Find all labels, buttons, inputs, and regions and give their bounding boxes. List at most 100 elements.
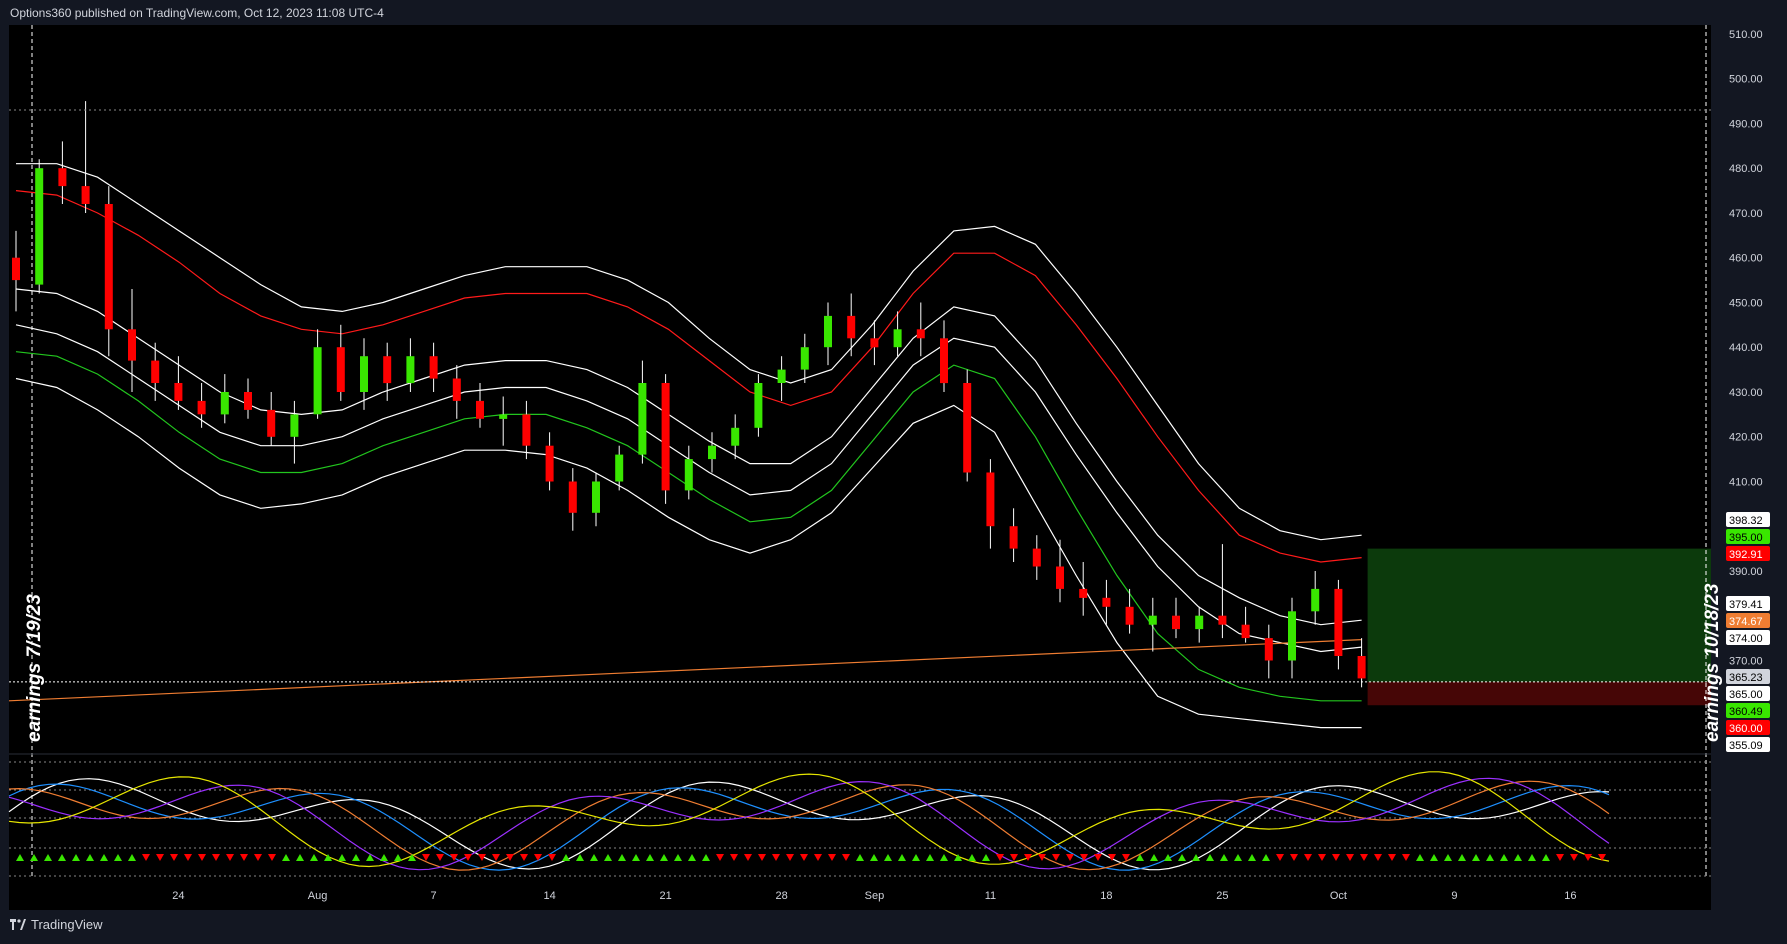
candle-up [1288, 611, 1296, 661]
date-tick-label: 9 [1451, 890, 1457, 902]
candle-down [1241, 624, 1250, 639]
signal-up-marker [1472, 854, 1480, 861]
target-zone-layer [1367, 548, 1711, 706]
signal-up-marker [1514, 854, 1522, 861]
signal-up-marker [590, 854, 598, 861]
signal-down-marker [1052, 854, 1060, 861]
reference-lines-layer [9, 25, 1711, 878]
price-tag [1726, 613, 1770, 628]
signal-up-marker [44, 854, 52, 861]
signal-up-marker [1178, 854, 1186, 861]
signal-up-marker [618, 854, 626, 861]
signal-up-marker [632, 854, 640, 861]
signal-up-marker [58, 854, 66, 861]
candle-up [1148, 615, 1157, 625]
signal-down-marker [1066, 854, 1074, 861]
signal-up-marker [1528, 854, 1536, 861]
signal-up-marker [912, 854, 920, 861]
band-outer_upper_white [16, 163, 1362, 541]
signal-up-marker [1486, 854, 1494, 861]
signal-up-marker [968, 854, 976, 861]
price-tag-label: 395.00 [1729, 532, 1763, 544]
signal-down-marker [1304, 854, 1312, 861]
candle-down [452, 378, 461, 401]
date-axis: 24 Aug 7 14 21 28 Sep 11 18 25 Oct 9 16 [172, 890, 1576, 902]
price-tags: 398.32 395.00 392.91 379.41 374.67 374.00 365.… [1726, 512, 1770, 752]
signal-down-marker [1374, 854, 1382, 861]
candle-up [313, 347, 322, 415]
price-tag-label: 360.49 [1729, 706, 1763, 718]
signal-down-marker [548, 854, 556, 861]
signal-down-marker [1318, 854, 1326, 861]
candle-down [1172, 615, 1180, 630]
signal-up-marker [1164, 854, 1172, 861]
moving-average-layer [8, 639, 1362, 702]
signal-up-marker [30, 854, 38, 861]
signal-down-marker [1332, 854, 1340, 861]
signal-up-marker [562, 854, 570, 861]
candle-up [684, 459, 693, 491]
signal-up-marker [660, 854, 668, 861]
price-tag-label: 398.32 [1729, 515, 1763, 527]
price-tick-label: 450.00 [1729, 298, 1763, 310]
price-tag [1726, 686, 1770, 701]
candle-down [151, 360, 160, 383]
oscillator-line [8, 780, 1610, 871]
date-tick-label: 14 [543, 890, 555, 902]
price-tag-label: 374.00 [1729, 633, 1763, 645]
signal-up-marker [352, 854, 360, 861]
date-tick-label: 11 [985, 890, 996, 902]
price-tag [1726, 596, 1770, 611]
signal-up-marker [1150, 854, 1158, 861]
price-tick-label: 370.00 [1729, 656, 1763, 668]
signal-down-marker [828, 854, 836, 861]
signal-up-marker [72, 854, 80, 861]
candle-up [824, 315, 832, 348]
date-tick-label: 16 [1564, 890, 1576, 902]
candle-up [638, 383, 647, 455]
candle-down [963, 383, 972, 473]
signal-down-marker [842, 854, 850, 861]
signal-up-marker [1458, 854, 1466, 861]
signal-up-marker [128, 854, 136, 861]
candle-down [383, 356, 392, 384]
candle-down [1102, 597, 1111, 607]
moving-average-line [8, 639, 1362, 702]
candle-up [35, 168, 44, 285]
price-tick-label: 510.00 [1729, 29, 1763, 41]
signal-up-marker [1444, 854, 1452, 861]
oscillator-pane [8, 753, 1711, 877]
date-tick-label: Aug [308, 890, 328, 902]
signal-up-marker [856, 854, 864, 861]
signal-up-marker [576, 854, 584, 861]
signal-down-marker [254, 854, 262, 861]
signal-up-marker [1234, 854, 1242, 861]
signal-down-marker [772, 854, 780, 861]
price-tick-label: 460.00 [1729, 253, 1763, 265]
signal-down-marker [1360, 854, 1368, 861]
candle-down [197, 400, 206, 415]
signal-down-marker [800, 854, 808, 861]
signal-down-marker [814, 854, 822, 861]
signal-down-marker [1108, 854, 1116, 861]
signal-down-marker [1038, 854, 1046, 861]
candle-down [986, 472, 995, 527]
signal-up-marker [1500, 854, 1508, 861]
target-zone-down [1367, 681, 1711, 706]
signal-down-marker [1010, 854, 1018, 861]
signal-down-marker [758, 854, 766, 861]
candles-layer [12, 101, 1366, 688]
signal-up-marker [16, 854, 24, 861]
signal-up-marker [1416, 854, 1424, 861]
candle-down [429, 356, 438, 379]
candle-up [220, 392, 229, 415]
oscillator-line [8, 783, 1610, 871]
candle-down [522, 414, 531, 446]
signal-up-marker [380, 854, 388, 861]
signal-down-marker [1570, 854, 1578, 861]
earnings-right-annotation: earnings 10/18/23 [1702, 583, 1723, 742]
signal-up-marker [884, 854, 892, 861]
date-tick-label: 7 [431, 890, 437, 902]
candle-up [1311, 588, 1320, 612]
